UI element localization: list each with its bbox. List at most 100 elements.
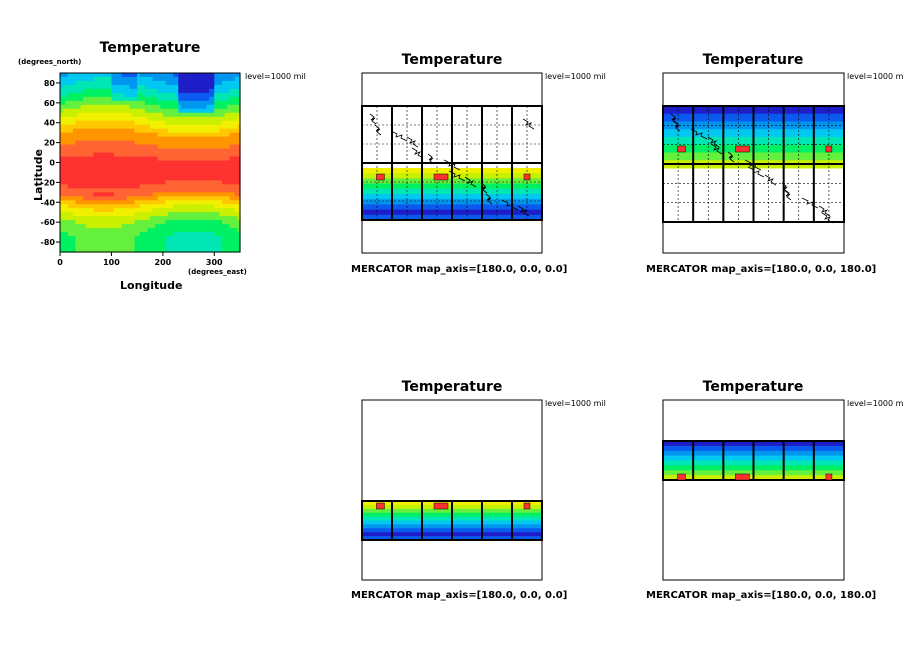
contour-cell — [155, 92, 159, 98]
contour-cell — [124, 112, 128, 118]
contour-cell — [124, 156, 128, 162]
contour-cell — [88, 104, 92, 110]
contour-cell — [157, 204, 161, 209]
contour-cell — [165, 88, 169, 94]
contour-cell — [144, 228, 149, 233]
contour-cell — [80, 172, 84, 178]
contour-cell — [191, 136, 195, 142]
contour-cell — [85, 152, 89, 158]
contour-cell — [173, 224, 177, 229]
contour-cell — [90, 212, 95, 217]
contour-cell — [173, 96, 177, 102]
contour-cell — [227, 204, 231, 209]
contour-cell — [90, 104, 95, 110]
contour-cell — [60, 144, 64, 150]
contour-cell — [191, 120, 195, 126]
map-outer-frame — [361, 399, 543, 581]
contour-cell — [93, 148, 97, 154]
contour-cell — [198, 116, 203, 122]
contour-cell — [219, 212, 223, 217]
contour-cell — [106, 128, 110, 134]
contour-cell — [219, 156, 223, 162]
contour-cell — [224, 188, 228, 193]
contour-cell — [129, 92, 133, 98]
contour-cell — [178, 212, 182, 217]
contour-cell — [229, 140, 233, 146]
contour-cell — [155, 200, 159, 205]
contour-cell — [67, 236, 71, 241]
contour-cell — [103, 152, 107, 158]
contour-cell — [191, 160, 195, 166]
contour-cell — [147, 196, 151, 201]
contour-cell — [147, 244, 151, 249]
contour-cell — [124, 184, 128, 189]
contour-cell — [139, 176, 143, 181]
contour-cell — [155, 152, 159, 158]
contour-cell — [83, 144, 87, 150]
contour-cell — [196, 156, 200, 162]
x-tick-label: 300 — [206, 258, 223, 267]
contour-cell — [188, 228, 192, 233]
contour-cell — [72, 244, 77, 249]
contour-cell — [147, 148, 151, 154]
contour-cell — [191, 144, 195, 150]
contour-cell — [142, 136, 146, 142]
contour-cell — [224, 172, 228, 178]
contour-cell — [129, 128, 133, 134]
contour-cell — [116, 108, 120, 114]
contour-cell — [137, 108, 141, 114]
contour-cell — [108, 224, 113, 229]
contour-cell — [178, 232, 182, 237]
contour-cell — [193, 152, 197, 158]
contour-cell — [201, 136, 205, 142]
contour-cell — [165, 216, 169, 221]
contour-cell — [157, 92, 161, 98]
contour-cell — [62, 224, 66, 229]
contour-cell — [106, 172, 110, 178]
contour-cell — [65, 236, 69, 241]
contour-cell — [80, 212, 84, 217]
contour-cell — [229, 208, 233, 213]
contour-cell — [191, 92, 195, 98]
contour-cell — [119, 168, 123, 174]
contour-cell — [204, 88, 208, 94]
contour-cell — [78, 172, 82, 178]
contour-cell — [204, 80, 208, 86]
contour-cell — [234, 152, 239, 158]
contour-cell — [204, 236, 208, 241]
contour-cell — [206, 128, 210, 134]
contour-cell — [101, 220, 105, 225]
contour-cell — [121, 73, 125, 78]
contour-cell — [142, 224, 146, 229]
contour-cell — [191, 124, 195, 130]
contour-cell — [65, 92, 69, 98]
contour-cell — [132, 248, 136, 253]
contour-cell — [196, 73, 200, 78]
contour-cell — [206, 96, 210, 102]
contour-cell — [116, 168, 120, 174]
contour-cell — [132, 136, 136, 142]
contour-cell — [168, 73, 172, 78]
contour-cell — [183, 216, 187, 221]
contour-cell — [170, 164, 174, 170]
contour-cell — [124, 104, 128, 110]
contour-cell — [204, 76, 208, 82]
contour-cell — [232, 92, 236, 98]
contour-cell — [237, 152, 241, 158]
contour-cell — [62, 200, 66, 205]
contour-cell — [111, 172, 115, 178]
contour-cell — [144, 172, 149, 178]
contour-cell — [232, 96, 236, 102]
contour-cell — [152, 73, 156, 78]
contour-cell — [216, 192, 221, 197]
contour-cell — [211, 172, 215, 178]
contour-cell — [237, 192, 241, 197]
contour-cell — [139, 236, 143, 241]
coastline — [670, 113, 678, 125]
contour-cell — [137, 172, 141, 178]
contour-cell — [173, 128, 177, 134]
contour-cell — [224, 104, 228, 110]
contour-cell — [175, 188, 179, 193]
contour-cell — [175, 240, 179, 245]
contour-cell — [227, 100, 231, 106]
